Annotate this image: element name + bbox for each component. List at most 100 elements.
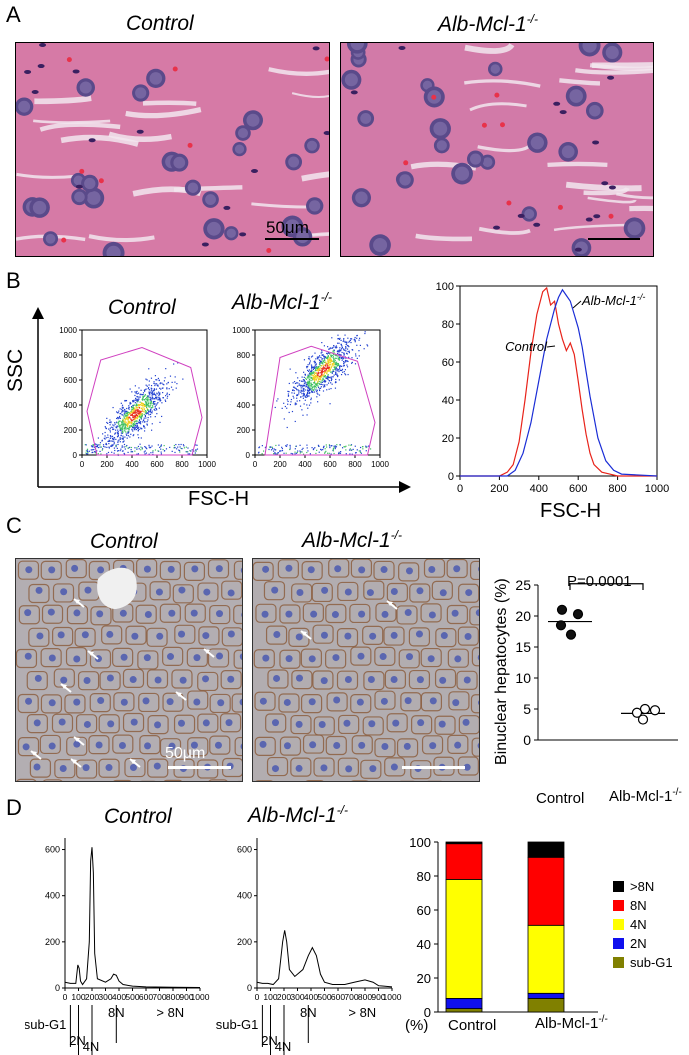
nucleus [227, 589, 235, 597]
facs-dot [334, 382, 337, 384]
facs-dot [117, 441, 119, 443]
membrane [16, 648, 38, 669]
facs-dot [121, 445, 123, 447]
nucleus [379, 653, 387, 661]
sinusoid [33, 119, 111, 124]
data-point [555, 620, 567, 631]
facs-dot [328, 348, 330, 350]
facs-dot [106, 421, 108, 424]
nucleus [24, 609, 32, 617]
membrane [325, 649, 347, 669]
facs-dot [317, 378, 320, 381]
facs-dot [134, 417, 136, 419]
facs-dot [314, 372, 316, 374]
facs-dot [344, 369, 347, 371]
nucleus [283, 742, 291, 750]
nucleus [177, 719, 185, 727]
facs-dot [301, 386, 304, 388]
stack-segment [445, 841, 483, 845]
facs-dot [364, 332, 366, 335]
facs-dot [154, 403, 156, 405]
x-tick-label: 0 [255, 992, 260, 1002]
facs-dot [117, 431, 119, 433]
facs-dot [130, 418, 132, 420]
facs-dot [127, 423, 129, 425]
facs-dot [329, 356, 331, 359]
facs-dot [148, 410, 150, 412]
y-tick-label: 20 [515, 608, 531, 624]
facs-dot [125, 433, 127, 435]
facs-dot [310, 377, 312, 379]
nucleus [428, 611, 436, 619]
facs-dot [307, 391, 309, 393]
facs-dot [163, 444, 165, 447]
red-cell [66, 57, 72, 63]
facs-dot [332, 355, 335, 357]
facs-dot [298, 391, 300, 393]
x-tick-label: 300 [98, 992, 112, 1002]
facs-dot [136, 393, 138, 395]
y-tick-label: 60 [417, 903, 431, 918]
facs-dot [96, 443, 98, 446]
small-nucleus [608, 185, 616, 190]
facs-dot [313, 388, 316, 390]
facs-dot [325, 365, 327, 367]
facs-dot [111, 451, 113, 453]
facs-dot [324, 374, 326, 377]
facs-dot [307, 377, 309, 379]
facs-dot [356, 357, 358, 359]
facs-dot [138, 419, 141, 422]
facs-dot [169, 446, 171, 449]
facs-dot [118, 425, 120, 428]
facs-dot [195, 450, 197, 452]
nucleus [390, 588, 398, 596]
membrane [66, 605, 89, 625]
facs-dot [137, 434, 139, 436]
facs-dot [137, 392, 140, 394]
facs-dot [150, 403, 152, 405]
facs-dot [340, 354, 342, 356]
nucleus [179, 676, 187, 684]
nucleus [404, 609, 412, 617]
nucleus [167, 565, 175, 573]
membrane [375, 602, 397, 622]
facs-dot [314, 361, 317, 363]
panel-b-ko-title: Alb-Mcl-1-/- [232, 290, 333, 314]
facs-dot [365, 450, 367, 452]
facs-dot [293, 397, 295, 399]
nucleus [477, 742, 479, 749]
facs-dot [306, 404, 308, 406]
nucleus [202, 675, 210, 683]
facs-dot [335, 446, 338, 448]
facs-dot [319, 369, 321, 371]
facs-dot [138, 387, 140, 389]
facs-dot [332, 448, 334, 450]
facs-dot [138, 448, 140, 450]
membrane [26, 714, 48, 734]
x-tick-label: 0 [63, 992, 68, 1002]
facs-dot [121, 421, 123, 423]
facs-dot [327, 367, 329, 369]
facs-dot [134, 391, 136, 393]
nucleus [416, 676, 424, 684]
facs-dot [121, 423, 123, 425]
facs-dot [134, 411, 136, 414]
facs-dot [337, 356, 339, 358]
facs-dot [326, 370, 329, 372]
facs-dot [124, 426, 126, 429]
facs-dot [315, 378, 318, 380]
facs-dot [159, 398, 161, 400]
facs-dot [139, 410, 141, 412]
data-point [565, 629, 577, 640]
facs-dot [145, 378, 147, 380]
facs-dot [115, 446, 117, 448]
facs-dot [336, 374, 338, 376]
y-tick-label: 0 [424, 1005, 431, 1020]
facs-dot [350, 449, 352, 451]
small-nucleus [533, 222, 541, 227]
facs-dot [150, 400, 152, 402]
facs-dot [135, 426, 137, 428]
facs-dot [132, 416, 134, 418]
facs-dot [150, 401, 153, 403]
facs-dot [317, 382, 319, 384]
